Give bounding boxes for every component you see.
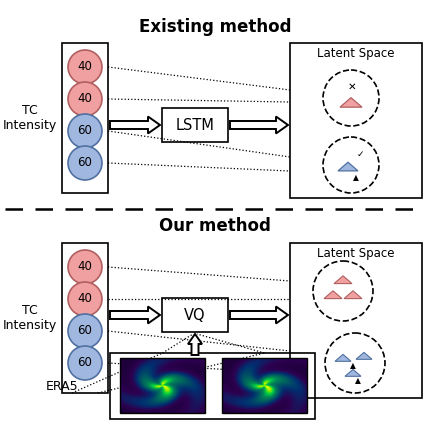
Circle shape [68,282,102,316]
Circle shape [68,250,102,284]
Text: TC
Intensity: TC Intensity [3,304,57,332]
Text: 40: 40 [77,261,92,273]
Polygon shape [110,306,160,323]
Text: 60: 60 [77,156,92,170]
Bar [120,358,205,413]
Polygon shape [345,369,361,376]
Polygon shape [230,116,288,133]
Polygon shape [110,116,160,133]
Text: LSTM: LSTM [175,118,215,132]
Polygon shape [340,98,362,107]
Text: ✓: ✓ [356,150,364,158]
Text: Latent Space: Latent Space [317,247,395,259]
Text: Existing method: Existing method [139,18,291,36]
Bar [110,353,315,419]
Text: 40: 40 [77,92,92,106]
Bar [222,358,307,413]
Text: 60: 60 [77,357,92,369]
Bar [162,298,228,332]
Text: ▲: ▲ [350,362,356,371]
Text: ERA5: ERA5 [46,380,78,392]
Circle shape [68,346,102,380]
Circle shape [68,82,102,116]
Circle shape [68,50,102,84]
Bar [62,43,108,193]
Bar [162,108,228,142]
Polygon shape [188,334,202,355]
Polygon shape [334,276,352,284]
Polygon shape [324,291,342,299]
Polygon shape [335,354,351,361]
Circle shape [68,114,102,148]
Polygon shape [344,291,362,299]
Polygon shape [338,162,358,171]
Text: ✕: ✕ [347,82,356,92]
Text: 40: 40 [77,60,92,74]
Bar [290,43,422,198]
Text: Latent Space: Latent Space [317,46,395,60]
Text: ▲: ▲ [353,173,359,182]
Polygon shape [356,352,372,359]
Polygon shape [230,306,288,323]
Text: ▲: ▲ [355,377,361,386]
Text: TC
Intensity: TC Intensity [3,104,57,132]
Bar [62,243,108,393]
Text: 40: 40 [77,293,92,305]
Text: VQ: VQ [184,308,206,322]
Circle shape [68,314,102,348]
Text: 60: 60 [77,325,92,337]
Bar [290,243,422,398]
Circle shape [68,146,102,180]
Text: 60: 60 [77,124,92,138]
Text: Our method: Our method [159,217,271,235]
